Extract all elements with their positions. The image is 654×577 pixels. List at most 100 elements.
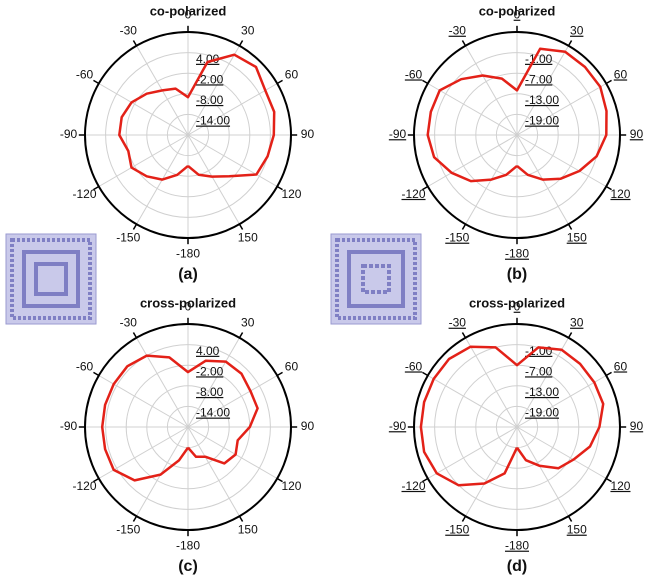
pattern-curve (426, 47, 608, 183)
spoke-grid-line (98, 426, 189, 479)
angle-tick-label: 0 (185, 300, 192, 314)
angle-tick (238, 515, 244, 522)
ring-grid-line (105, 344, 271, 510)
angle-tick-label: 0 (185, 8, 192, 22)
ring-grid-line (454, 72, 580, 198)
angle-tick-label: -30 (449, 24, 467, 38)
spoke-grid-line (516, 375, 607, 428)
ring-grid-line (434, 52, 600, 218)
angle-tick-label: 0 (514, 300, 521, 314)
radial-tick-label: -13.00 (525, 93, 559, 107)
radial-tick-label: -2.00 (196, 72, 224, 86)
angle-tick-label: -180 (176, 539, 200, 553)
angle-tick-label: 90 (301, 419, 315, 433)
angle-tick-label: 150 (567, 523, 587, 537)
angle-tick (567, 332, 573, 339)
angle-tick (605, 477, 612, 483)
spoke-grid-line (187, 134, 240, 225)
spoke-grid-line (516, 83, 607, 136)
spoke-grid-line (465, 426, 518, 517)
spoke-grid-line (187, 337, 240, 428)
spoke-grid-line (98, 134, 189, 187)
chart-title: cross-polarized (469, 295, 565, 310)
angle-tick-label: -120 (73, 479, 97, 493)
spoke-grid-line (136, 337, 189, 428)
spoke-grid-line (516, 337, 569, 428)
unit-cell-icon (330, 233, 422, 325)
panel-caption: (c) (178, 558, 198, 575)
angle-tick (605, 185, 612, 191)
angle-tick-label: 150 (238, 231, 258, 245)
ring-grid-line (146, 385, 230, 469)
angle-tick-label: -60 (405, 359, 423, 373)
angle-tick-label: 60 (614, 67, 628, 81)
angle-tick (276, 371, 283, 377)
angle-tick (132, 40, 138, 47)
angle-tick-label: -30 (449, 316, 467, 330)
spoke-grid-line (187, 134, 278, 187)
spoke-grid-line (187, 426, 278, 479)
angle-tick (276, 79, 283, 85)
spoke-grid-line (465, 45, 518, 136)
angle-tick-label: 30 (570, 316, 584, 330)
angle-tick-label: 150 (567, 231, 587, 245)
angle-tick (238, 40, 244, 47)
angle-tick-label: -120 (402, 187, 426, 201)
angle-tick (461, 40, 467, 47)
angle-tick-label: 60 (285, 67, 299, 81)
angle-tick (132, 332, 138, 339)
ring-grid-line (146, 93, 230, 177)
spoke-grid-line (187, 375, 278, 428)
ring-grid-line (125, 72, 251, 198)
pattern-curve (118, 53, 276, 181)
ring-grid-line (105, 52, 271, 218)
angle-tick (422, 185, 429, 191)
angle-tick-label: 120 (281, 479, 301, 493)
panel-caption: (a) (178, 266, 198, 283)
angle-tick-label: -180 (176, 247, 200, 261)
angle-tick-label: -90 (60, 419, 78, 433)
radial-tick-label: -19.00 (525, 406, 559, 420)
chart-title: co-polarized (479, 3, 556, 18)
radial-tick-label: -19.00 (525, 114, 559, 128)
outer-ring (413, 323, 621, 531)
angle-tick-label: 0 (514, 8, 521, 22)
angle-tick (93, 79, 100, 85)
spoke-grid-line (465, 337, 518, 428)
angle-tick (422, 371, 429, 377)
radial-tick-label: 4.00 (196, 52, 220, 66)
pattern-curve (419, 345, 605, 487)
angle-tick (93, 371, 100, 377)
unit-cell-icon (5, 233, 97, 325)
angle-tick (567, 515, 573, 522)
angle-tick (567, 223, 573, 230)
radial-tick-label: -8.00 (196, 385, 224, 399)
angle-tick-label: -150 (116, 523, 140, 537)
angle-tick-label: -60 (76, 359, 94, 373)
angle-tick (132, 223, 138, 230)
radial-tick-label: -1.00 (525, 52, 553, 66)
radial-tick-label: -7.00 (525, 72, 553, 86)
panel-caption: (b) (507, 266, 527, 283)
angle-tick-label: -30 (120, 24, 138, 38)
chart-title: cross-polarized (140, 295, 236, 310)
angle-tick-label: 30 (570, 24, 584, 38)
radial-tick-label: -14.00 (196, 114, 230, 128)
spoke-grid-line (427, 83, 518, 136)
angle-tick (132, 515, 138, 522)
angle-tick-label: 120 (610, 479, 630, 493)
angle-tick-label: -180 (505, 247, 529, 261)
angle-tick (605, 79, 612, 85)
angle-tick-label: 90 (630, 419, 644, 433)
angle-tick-label: 30 (241, 316, 255, 330)
angle-tick (422, 477, 429, 483)
angle-tick (93, 477, 100, 483)
angle-tick (605, 371, 612, 377)
angle-tick-label: -30 (120, 316, 138, 330)
angle-tick (422, 79, 429, 85)
spoke-grid-line (187, 83, 278, 136)
angle-tick-label: 120 (610, 187, 630, 201)
angle-tick (276, 185, 283, 191)
angle-tick (238, 332, 244, 339)
ring-grid-line (475, 93, 559, 177)
